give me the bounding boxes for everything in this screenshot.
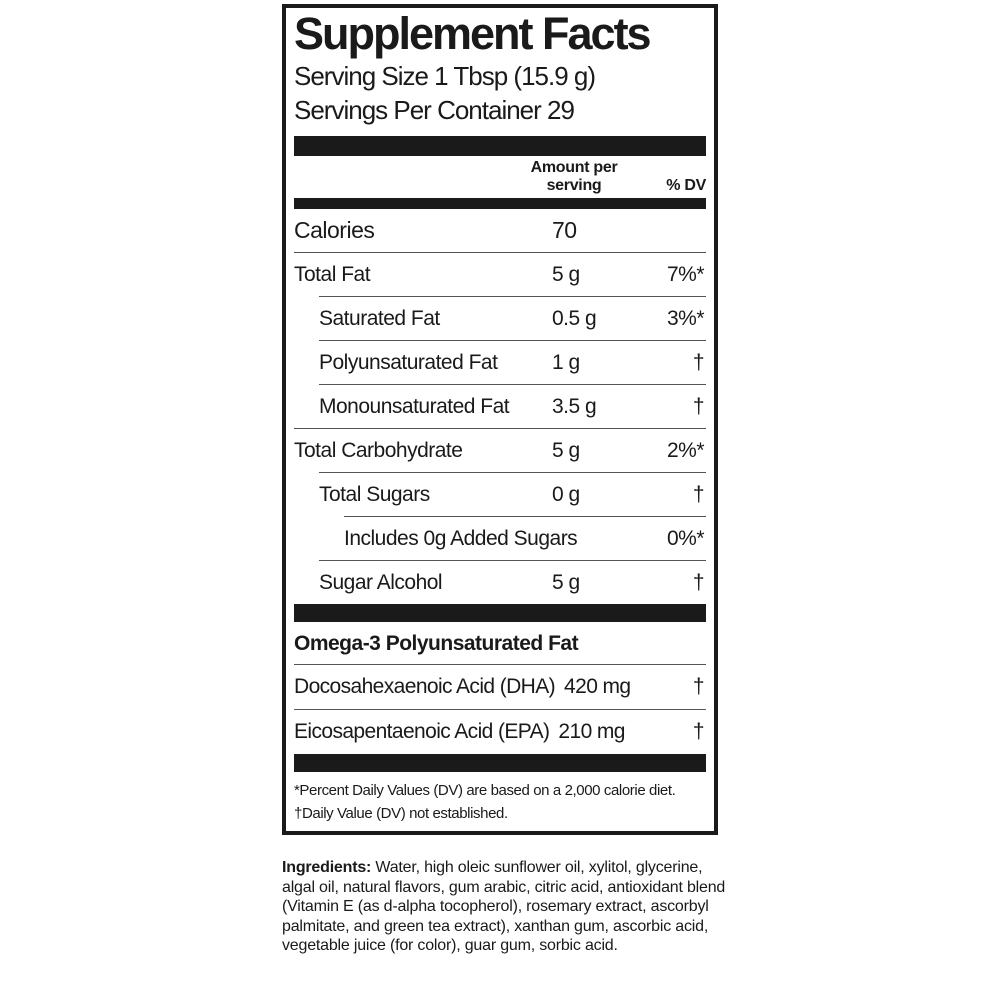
nutrient-dv: 0%* [666,527,705,550]
footnote-dagger: †Daily Value (DV) not established. [294,805,508,822]
nutrient-dv: † [692,351,705,374]
percent-dv-header: % DV [666,177,706,194]
nutrient-amount: 1 g [552,351,580,374]
nutrient-dv: 7%* [666,263,705,286]
divider [294,664,706,665]
amount-header-line1: Amount per [530,159,618,176]
ingredients-text: Water, high oleic sunflower oil, xylitol… [282,859,726,954]
nutrient-name: Saturated Fat [319,307,440,330]
nutrient-dv: † [692,571,705,594]
divider [319,340,706,341]
nutrient-amount: 210 mg [558,720,625,743]
amount-per-serving-header: Amount per serving [492,159,656,195]
nutrient-amount: 5 g [552,263,580,286]
divider [319,384,706,385]
divider [294,252,706,253]
nutrient-name: Calories [294,217,375,243]
nutrient-amount: 0.5 g [552,307,597,330]
nutrient-amount: 420 mg [564,675,631,698]
nutrient-row-saturated-fat: Saturated Fat 0.5 g 3%* [294,297,706,340]
nutrient-row-added-sugars: Includes 0g Added Sugars 0%* [294,517,706,560]
serving-size: Serving Size 1 Tbsp (15.9 g) [294,61,596,91]
nutrient-row-dha: Docosahexaenoic Acid (DHA) 420 mg † [294,665,706,709]
nutrient-amount: 70 [552,217,577,243]
nutrient-dv: † [692,395,705,418]
column-header-row: Amount per serving % DV [294,156,707,198]
nutrient-row-total-sugars: Total Sugars 0 g † [294,473,706,516]
footnotes: *Percent Daily Values (DV) are based on … [294,779,706,825]
nutrient-row-total-carbohydrate: Total Carbohydrate 5 g 2%* [294,429,706,472]
nutrient-name: Total Carbohydrate [294,439,463,462]
divider [319,560,706,561]
nutrient-row-sugar-alcohol: Sugar Alcohol 5 g † [294,561,706,604]
divider [344,516,706,517]
nutrient-name: Total Fat [294,263,371,286]
ingredients-label: Ingredients: [282,859,372,876]
nutrient-name: Monounsaturated Fat [319,395,510,418]
nutrient-name: Docosahexaenoic Acid (DHA) [294,675,556,698]
nutrient-amount: 5 g [552,439,580,462]
nutrient-row-monounsaturated-fat: Monounsaturated Fat 3.5 g † [294,385,706,428]
nutrient-name: Includes 0g Added Sugars [344,527,578,550]
nutrient-dv: 3%* [666,307,705,330]
nutrient-row-epa: Eicosapentaenoic Acid (EPA) 210 mg † [294,710,706,754]
thick-divider-bar [294,604,706,622]
nutrient-amount: 3.5 g [552,395,597,418]
nutrient-dv: † [692,483,705,506]
nutrient-amount: 5 g [552,571,580,594]
nutrient-row-total-fat: Total Fat 5 g 7%* [294,253,706,296]
thick-divider-bar [294,754,706,772]
nutrient-name: Sugar Alcohol [319,571,443,594]
ingredients-paragraph: Ingredients: Water, high oleic sunflower… [282,858,730,956]
divider [294,428,706,429]
nutrient-dv: 2%* [666,439,705,462]
panel-title: Supplement Facts [294,8,652,59]
medium-divider-bar [294,198,706,209]
nutrient-row-calories: Calories 70 [294,209,706,252]
nutrient-name: Polyunsaturated Fat [319,351,498,374]
nutrient-name: Total Sugars [319,483,430,506]
divider [294,709,706,710]
nutrient-dv: † [692,720,705,743]
supplement-facts-panel: Supplement Facts Serving Size 1 Tbsp (15… [282,4,718,835]
divider [319,472,706,473]
nutrient-name: Eicosapentaenoic Acid (EPA) [294,720,550,743]
servings-per-container: Servings Per Container 29 [294,95,575,125]
amount-header-line2: serving [546,177,602,194]
omega3-section-heading: Omega-3 Polyunsaturated Fat [294,632,579,655]
thick-divider-bar [294,136,706,156]
nutrient-dv: † [692,675,705,698]
nutrient-amount: 0 g [552,483,580,506]
footnote-percent-dv: *Percent Daily Values (DV) are based on … [294,782,676,799]
divider [319,296,706,297]
nutrient-row-polyunsaturated-fat: Polyunsaturated Fat 1 g † [294,341,706,384]
